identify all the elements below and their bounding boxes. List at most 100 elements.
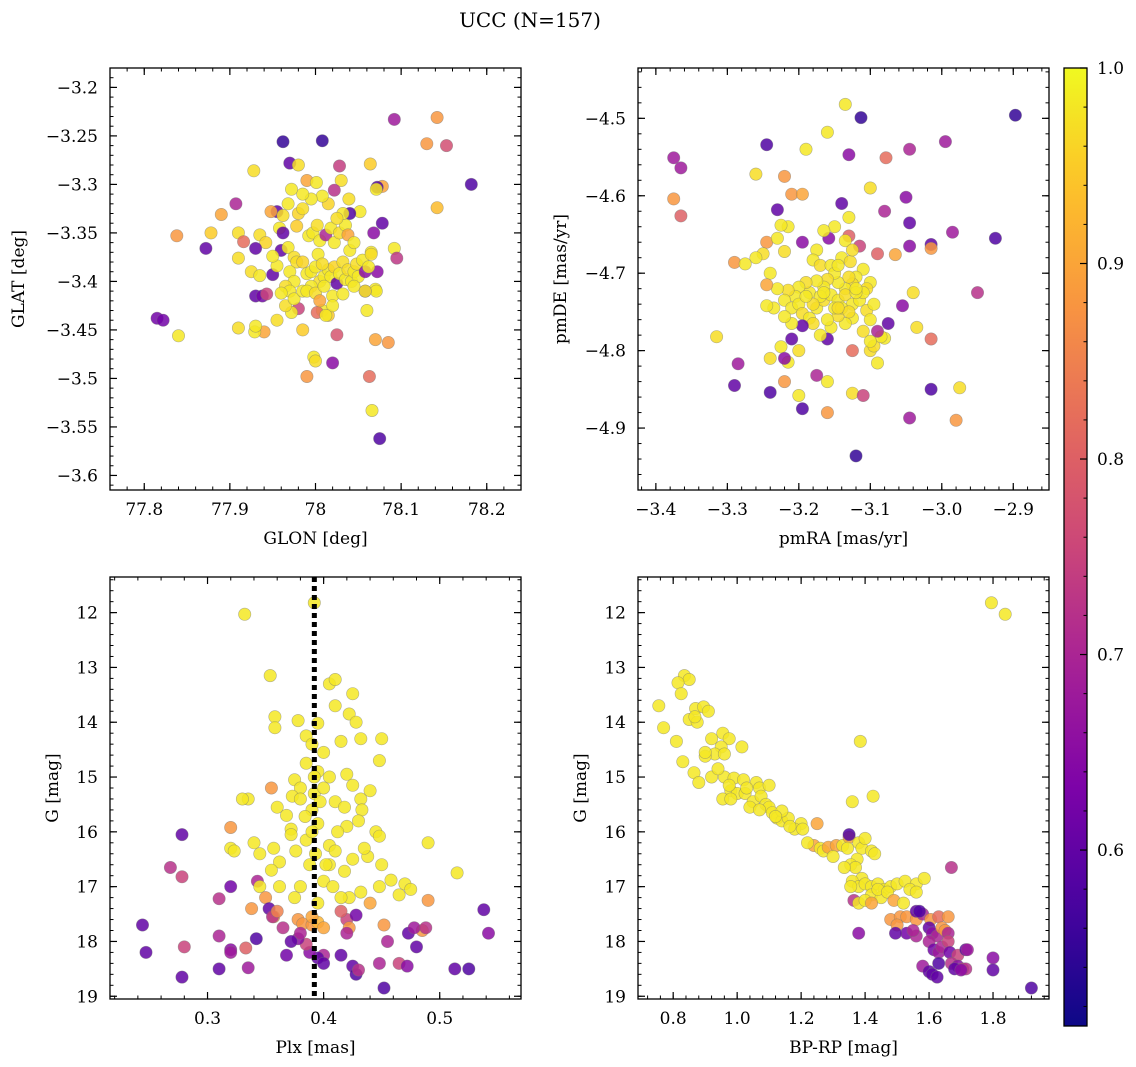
scatter-point	[777, 310, 791, 324]
scatter-point	[760, 299, 774, 313]
scatter-point	[346, 778, 360, 792]
scatter-point	[373, 432, 387, 446]
scatter-point	[272, 855, 286, 869]
scatter-point	[263, 669, 277, 683]
y-tick-label: −4.6	[585, 187, 626, 207]
scatter-point	[336, 287, 350, 301]
scatter-point	[749, 167, 763, 181]
scatter-point	[912, 904, 926, 918]
scatter-point	[657, 721, 671, 735]
scatter-point	[334, 948, 348, 962]
scatter-point	[177, 940, 191, 954]
scatter-point	[363, 157, 377, 171]
y-tick-label: −3.4	[57, 272, 98, 292]
y-tick-label: 14	[604, 713, 626, 733]
scatter-point	[349, 908, 363, 922]
y-tick-label: −3.2	[57, 78, 98, 98]
scatter-point	[868, 847, 882, 861]
scatter-point	[317, 781, 331, 795]
y-tick-label: 12	[76, 604, 98, 624]
scatter-point	[276, 226, 290, 240]
scatter-point	[224, 945, 238, 959]
scatter-point	[212, 962, 226, 976]
scatter-point	[796, 822, 810, 836]
scatter-point	[369, 182, 383, 196]
scatter-point	[199, 241, 213, 255]
x-tick-label: −3.2	[778, 500, 819, 520]
x-tick-label: 1.2	[788, 1009, 815, 1029]
scatter-point	[293, 926, 307, 940]
scatter-point	[387, 112, 401, 126]
scatter-point	[308, 354, 322, 368]
scatter-point	[669, 734, 683, 748]
scatter-point	[844, 880, 858, 894]
scatter-point	[296, 187, 310, 201]
scatter-point	[409, 940, 423, 954]
scatter-point	[960, 943, 974, 957]
y-tick-label: 15	[604, 768, 626, 788]
x-tick-label: 0.5	[426, 1009, 453, 1029]
scatter-point	[722, 732, 736, 746]
scatter-point	[317, 279, 331, 293]
scatter-point	[227, 844, 241, 858]
x-tick-label: 0.4	[310, 1009, 337, 1029]
x-tick-label: 78	[305, 500, 327, 520]
scatter-point	[863, 313, 877, 327]
x-tick-label: 77.8	[125, 500, 163, 520]
scatter-point	[698, 745, 712, 759]
scatter-point	[419, 921, 433, 935]
scatter-point	[1024, 981, 1038, 995]
scatter-point	[727, 255, 741, 269]
scatter-point	[810, 368, 824, 382]
scatter-point	[924, 332, 938, 346]
scatter-point	[896, 896, 910, 910]
scatter-point	[777, 245, 791, 259]
y-tick-label: −3.6	[57, 466, 98, 486]
scatter-point	[450, 866, 464, 880]
scatter-point	[355, 803, 369, 817]
scatter-point	[296, 255, 310, 269]
scatter-point	[326, 880, 340, 894]
scatter-point	[867, 297, 881, 311]
y-tick-label: 13	[604, 658, 626, 678]
scatter-point	[842, 148, 856, 162]
scatter-point	[740, 781, 754, 795]
scatter-point	[317, 745, 331, 759]
scatter-point	[372, 956, 386, 970]
scatter-point	[842, 828, 856, 842]
scatter-point	[276, 921, 290, 935]
subplot-1: 77.8 77.9 78 78.1 78.2 −3.2 −3.25 −3.3 −3.35 −3.4…	[9, 67, 522, 549]
scatter-point	[293, 880, 307, 894]
scatter-point	[843, 255, 857, 269]
scatter-point	[448, 962, 462, 976]
scatter-point	[369, 284, 383, 298]
x-tick-label: 1.6	[916, 1009, 943, 1029]
scatter-point	[820, 406, 834, 420]
scatter-point	[229, 197, 243, 211]
y-tick-label: −4.9	[585, 419, 626, 439]
scatter-point	[364, 247, 378, 261]
scatter-point	[774, 218, 788, 232]
scatter-point	[224, 880, 238, 894]
scatter-point	[249, 319, 263, 333]
scatter-point	[284, 828, 298, 842]
scatter-point	[430, 111, 444, 125]
subplot-2: −3.4 −3.3 −3.2 −3.1 −3.0 −2.9 −4.5 −4.6 −4.7 −4.8…	[551, 67, 1050, 549]
scatter-point	[838, 97, 852, 111]
scatter-point	[311, 896, 325, 910]
scatter-point	[249, 932, 263, 946]
colorbar: 0.6 0.7 0.8 0.9 1.0	[1063, 59, 1124, 1027]
scatter-point	[136, 918, 150, 932]
scatter-point	[340, 926, 354, 940]
scatter-point	[284, 182, 298, 196]
scatter-point	[970, 286, 984, 300]
scatter-point	[259, 236, 273, 250]
scatter-point	[340, 767, 354, 781]
scatter-point	[357, 841, 371, 855]
scatter-point	[852, 926, 866, 940]
scatter-point	[938, 135, 952, 149]
scatter-point	[439, 139, 453, 153]
scatter-point	[260, 287, 274, 301]
scatter-point	[317, 956, 331, 970]
scatter-point	[878, 204, 892, 218]
